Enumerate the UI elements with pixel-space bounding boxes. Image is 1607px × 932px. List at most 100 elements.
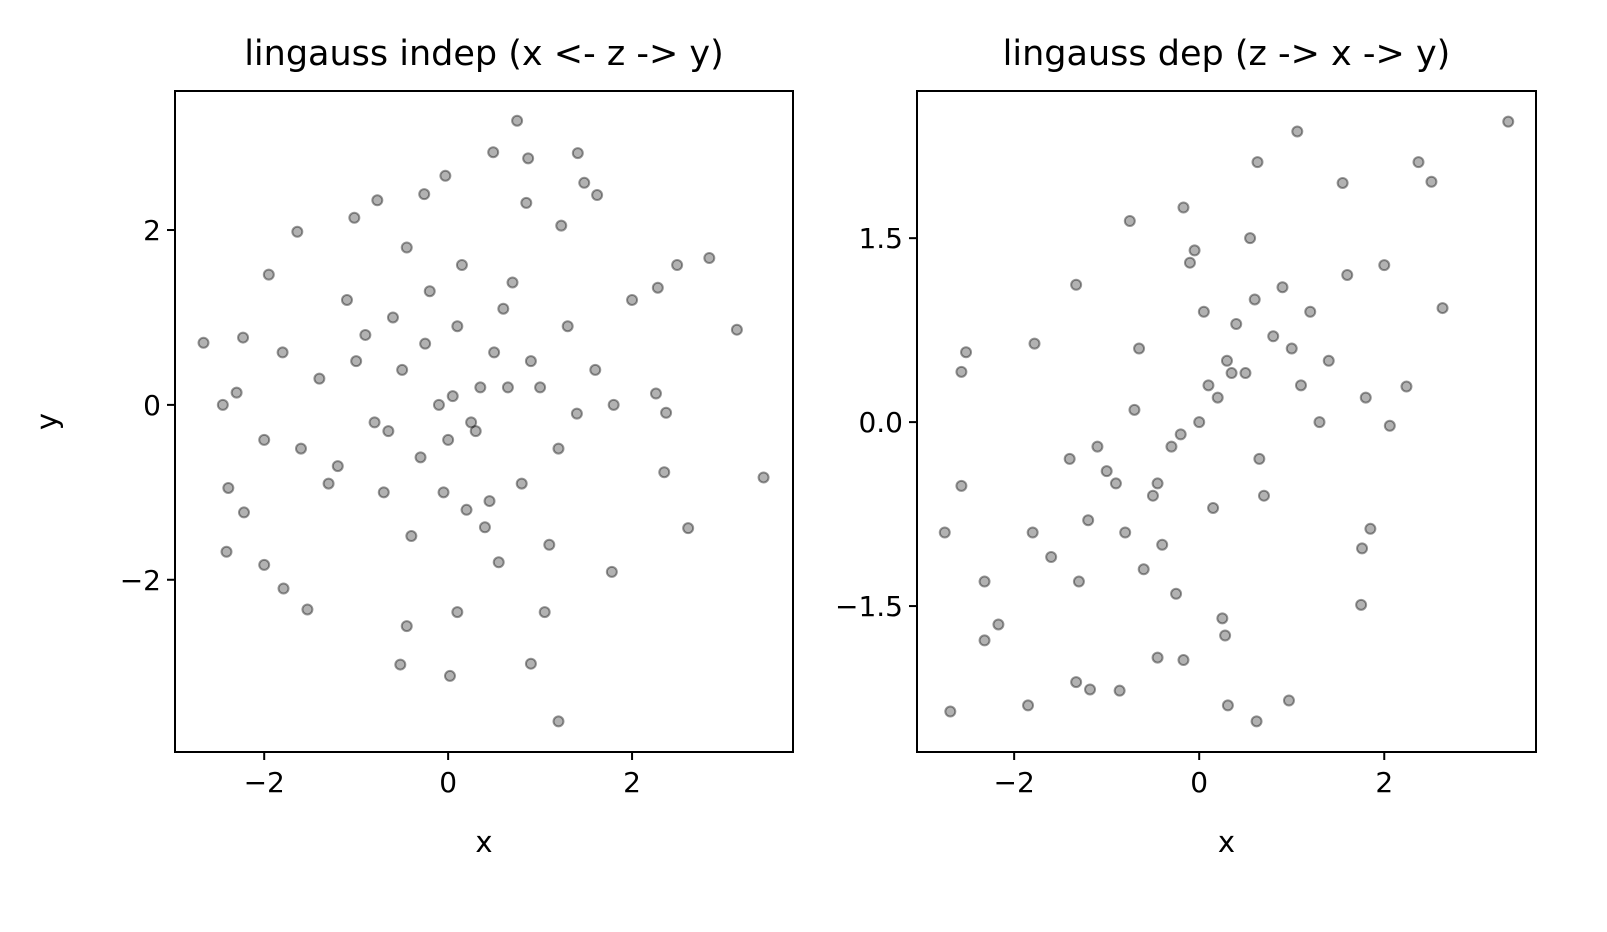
point: [1128, 403, 1141, 416]
y-tick-label: 0: [143, 389, 161, 422]
point: [291, 225, 304, 238]
point: [1177, 654, 1190, 667]
point: [1221, 699, 1234, 712]
point: [1174, 428, 1187, 441]
point: [511, 114, 524, 127]
point: [1341, 268, 1354, 281]
point: [340, 293, 353, 306]
point: [371, 194, 384, 207]
point: [978, 575, 991, 588]
axes-frame: [916, 90, 1537, 753]
point: [1239, 367, 1252, 380]
point: [591, 189, 604, 202]
y-tick-label: −2: [120, 564, 161, 597]
point: [658, 466, 671, 479]
point: [1378, 259, 1391, 272]
point: [730, 323, 743, 336]
point: [474, 381, 487, 394]
point: [488, 346, 501, 359]
point: [1151, 651, 1164, 664]
point: [276, 346, 289, 359]
point: [1322, 354, 1335, 367]
point: [1216, 612, 1229, 625]
point: [938, 526, 951, 539]
point: [469, 425, 482, 438]
y-tick-label: 0.0: [858, 406, 903, 439]
x-tick-label: 0: [439, 766, 457, 799]
point: [522, 152, 535, 165]
point: [1285, 342, 1298, 355]
y-tick-label: 1.5: [858, 222, 903, 255]
point: [992, 618, 1005, 631]
y-tick-label: −1.5: [835, 590, 903, 623]
point: [394, 658, 407, 671]
point: [1364, 522, 1377, 535]
point: [607, 398, 620, 411]
point: [423, 285, 436, 298]
point: [1355, 598, 1368, 611]
point: [443, 669, 456, 682]
point: [294, 442, 307, 455]
point: [682, 522, 695, 535]
point: [1425, 175, 1438, 188]
x-tick-label: 0: [1190, 766, 1208, 799]
point: [955, 365, 968, 378]
point: [258, 433, 271, 446]
point: [348, 211, 361, 224]
point: [1177, 201, 1190, 214]
point: [570, 407, 583, 420]
point: [1291, 125, 1304, 138]
point: [649, 387, 662, 400]
point: [1502, 115, 1515, 128]
point: [1253, 452, 1266, 465]
point: [1156, 538, 1169, 551]
point: [451, 320, 464, 333]
point: [313, 372, 326, 385]
point: [605, 565, 618, 578]
point: [405, 530, 418, 543]
point: [1230, 318, 1243, 331]
point: [1026, 526, 1039, 539]
point: [578, 176, 591, 189]
point: [258, 558, 271, 571]
point: [1119, 526, 1132, 539]
point: [220, 545, 233, 558]
point: [442, 433, 455, 446]
point: [1137, 563, 1150, 576]
point: [1211, 391, 1224, 404]
point: [465, 416, 478, 429]
point: [534, 381, 547, 394]
point: [1100, 465, 1113, 478]
point: [216, 398, 229, 411]
point: [955, 479, 968, 492]
x-tick-label: 2: [1375, 766, 1393, 799]
point: [1084, 683, 1097, 696]
point: [524, 657, 537, 670]
y-tick-label: 2: [143, 214, 161, 247]
point: [555, 219, 568, 232]
axes-frame: [174, 90, 794, 753]
point: [660, 406, 673, 419]
point: [446, 390, 459, 403]
point: [414, 451, 427, 464]
point: [1072, 575, 1085, 588]
point: [1151, 477, 1164, 490]
point: [571, 147, 584, 160]
point: [1197, 305, 1210, 318]
point: [400, 241, 413, 254]
point: [1267, 330, 1280, 343]
point: [1133, 342, 1146, 355]
point: [301, 603, 314, 616]
point: [552, 442, 565, 455]
point: [589, 363, 602, 376]
point: [400, 620, 413, 633]
point: [1336, 176, 1349, 189]
point: [1257, 489, 1270, 502]
point: [237, 506, 250, 519]
point: [506, 276, 519, 289]
point: [1045, 551, 1058, 564]
point: [197, 336, 210, 349]
point: [1123, 214, 1136, 227]
point: [552, 715, 565, 728]
